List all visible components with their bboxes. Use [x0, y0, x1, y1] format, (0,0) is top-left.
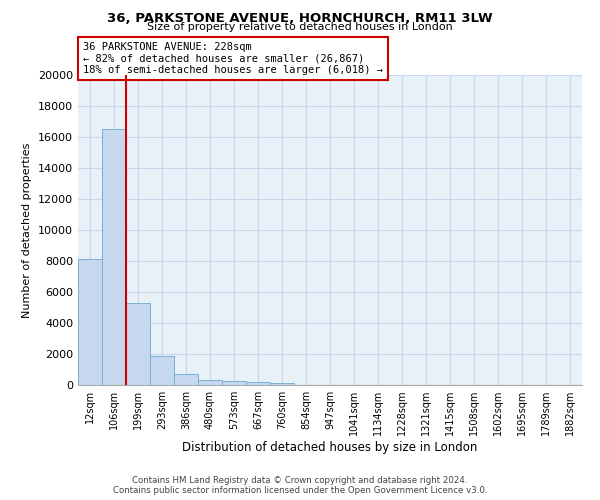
Bar: [246, 382, 270, 385]
Bar: [198, 380, 222, 385]
Y-axis label: Number of detached properties: Number of detached properties: [22, 142, 32, 318]
Text: Contains public sector information licensed under the Open Government Licence v3: Contains public sector information licen…: [113, 486, 487, 495]
Bar: [126, 303, 150, 385]
Bar: [78, 260, 102, 385]
X-axis label: Distribution of detached houses by size in London: Distribution of detached houses by size …: [182, 441, 478, 454]
Text: Size of property relative to detached houses in London: Size of property relative to detached ho…: [147, 22, 453, 32]
Bar: [150, 356, 174, 385]
Bar: [270, 382, 294, 385]
Text: 36, PARKSTONE AVENUE, HORNCHURCH, RM11 3LW: 36, PARKSTONE AVENUE, HORNCHURCH, RM11 3…: [107, 12, 493, 26]
Bar: [102, 129, 126, 385]
Bar: [174, 374, 198, 385]
Text: 36 PARKSTONE AVENUE: 228sqm
← 82% of detached houses are smaller (26,867)
18% of: 36 PARKSTONE AVENUE: 228sqm ← 82% of det…: [83, 42, 383, 75]
Bar: [222, 381, 246, 385]
Text: Contains HM Land Registry data © Crown copyright and database right 2024.: Contains HM Land Registry data © Crown c…: [132, 476, 468, 485]
